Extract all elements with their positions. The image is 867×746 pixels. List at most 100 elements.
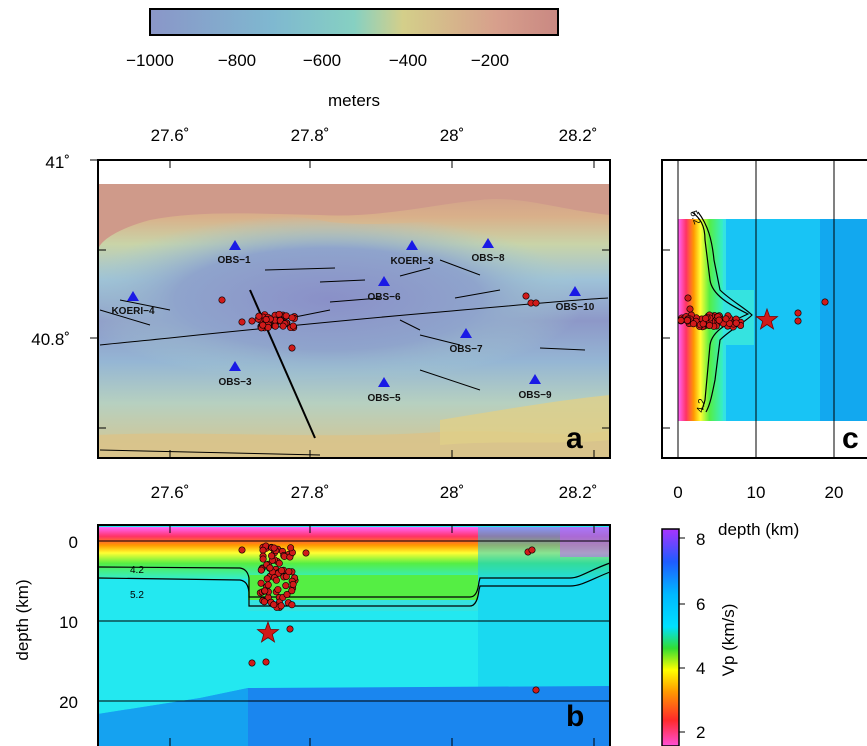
station-triangle-koeri-3	[406, 240, 418, 250]
station-triangle-obs-1	[229, 240, 241, 250]
earthquake-dot	[255, 312, 263, 320]
lat-tick-2: 40.8˚	[31, 330, 70, 349]
earthquake-dot	[270, 601, 278, 609]
earthquake-dot	[271, 322, 279, 330]
vp-tick-4: 4	[696, 659, 705, 678]
station-triangle-obs-9	[529, 374, 541, 384]
vp-colorbar-label: Vp (km/s)	[719, 604, 738, 677]
contour-b-4-2	[97, 562, 611, 598]
bathymetry-tick-2: −800	[218, 51, 256, 70]
earthquake-dot	[262, 316, 270, 324]
vp-tick-2: 2	[696, 723, 705, 742]
vp-tick-8: 8	[696, 530, 705, 549]
station-label-obs-9: OBS−9	[518, 390, 552, 401]
earthquake-dot	[272, 576, 280, 584]
section-c-earthquake-markers	[677, 294, 829, 331]
section-c-xtick-10: 10	[747, 483, 766, 502]
section-b-ytick-20: 20	[59, 693, 78, 712]
lon-tick-top-2: 27.8˚	[291, 126, 330, 145]
earthquake-dot	[275, 310, 283, 318]
earthquake-dot	[677, 316, 685, 324]
station-label-obs-7: OBS−7	[449, 344, 483, 355]
mainshock-star-b	[256, 620, 280, 643]
earthquake-dot	[270, 544, 278, 552]
station-triangle-obs-7	[460, 328, 472, 338]
earthquake-dot	[732, 319, 740, 327]
earthquake-dot	[277, 602, 285, 610]
lon-tick-top-1: 27.6˚	[151, 126, 190, 145]
station-triangle-obs-5	[378, 377, 390, 387]
earthquake-dot	[257, 579, 265, 587]
map-earthquake-markers	[218, 292, 540, 352]
bathymetry-tick-3: −600	[303, 51, 341, 70]
earthquake-dot	[259, 321, 267, 329]
earthquake-dot	[722, 315, 730, 323]
panel-letter-a: a	[566, 422, 583, 455]
station-label-obs-3: OBS−3	[218, 377, 252, 388]
bathymetry-tick-1: −1000	[126, 51, 174, 70]
lon-tick-bottom-3: 28˚	[440, 483, 465, 502]
earthquake-dot	[262, 658, 270, 666]
vp-tick-6: 6	[696, 595, 705, 614]
contour-c-label-2: 4.2	[695, 397, 708, 413]
station-label-koeri-3: KOERI−3	[390, 256, 434, 267]
earthquake-dot	[263, 575, 271, 583]
earthquake-dot	[794, 309, 802, 317]
vp-colorbar: 8 6 4 2 Vp (km/s)	[661, 528, 738, 746]
earthquake-dot	[261, 587, 269, 595]
earthquake-dot	[302, 549, 310, 557]
station-markers: OBS−1 OBS−8 KOERI−3 OBS−6 KOERI−4 OBS−10…	[111, 238, 595, 404]
contour-c-4-2	[697, 211, 753, 413]
section-c-xtick-0: 0	[673, 483, 682, 502]
station-triangle-obs-6	[378, 276, 390, 286]
station-triangle-koeri-4	[127, 291, 139, 301]
contour-b-5-2	[97, 571, 611, 607]
section-b-ticks	[169, 525, 595, 746]
earthquake-dot	[260, 598, 268, 606]
section-c-xlabel: depth (km)	[718, 520, 799, 539]
panel-letter-c: c	[842, 422, 859, 455]
earthquake-dot	[274, 586, 282, 594]
earthquake-dot	[257, 566, 265, 574]
earthquake-dot	[686, 305, 694, 313]
earthquake-dot	[283, 591, 291, 599]
lat-tick-1: 41˚	[45, 153, 70, 172]
earthquake-dot	[702, 314, 710, 322]
earthquake-dot	[259, 555, 267, 563]
bathymetry-colorbar: −1000 −800 −600 −400 −200 meters	[126, 8, 559, 110]
earthquake-dot	[288, 344, 296, 352]
mainshock-star-c	[755, 307, 779, 330]
panel-letter-b: b	[566, 700, 584, 733]
bathymetry-tick-5: −200	[471, 51, 509, 70]
earthquake-dot	[218, 296, 226, 304]
station-label-obs-1: OBS−1	[217, 255, 251, 266]
earthquake-dot	[285, 568, 293, 576]
section-b-earthquake-markers	[238, 542, 540, 694]
earthquake-dot	[238, 546, 246, 554]
earthquake-dot	[522, 292, 530, 300]
contour-c-5-2	[691, 211, 750, 411]
contour-c-label-1: 5.2	[687, 209, 702, 226]
earthquake-dot	[706, 321, 714, 329]
earthquake-dot	[715, 316, 723, 324]
earthquake-dot	[689, 320, 697, 328]
earthquake-dot	[288, 587, 296, 595]
earthquake-dot	[282, 582, 290, 590]
bathymetry-colorbar-ramp	[149, 8, 559, 36]
map-frame	[97, 159, 611, 459]
station-label-obs-6: OBS−6	[367, 292, 401, 303]
lon-tick-bottom-4: 28.2˚	[559, 483, 598, 502]
lon-tick-top-4: 28.2˚	[559, 126, 598, 145]
map-ticks	[90, 159, 610, 458]
section-panel-b: 4.2 5.2 b 0 10 20 depth (km)	[13, 524, 611, 746]
earthquake-dot	[259, 546, 267, 554]
section-c-xtick-20: 20	[825, 483, 844, 502]
section-c-ticks	[662, 249, 670, 429]
section-b-frame	[97, 524, 611, 746]
earthquake-dot	[683, 316, 691, 324]
lon-tick-bottom-1: 27.6˚	[151, 483, 190, 502]
earthquake-dot	[282, 312, 290, 320]
earthquake-dot	[528, 546, 536, 554]
earthquake-dot	[287, 544, 295, 552]
map-relief	[98, 160, 610, 458]
